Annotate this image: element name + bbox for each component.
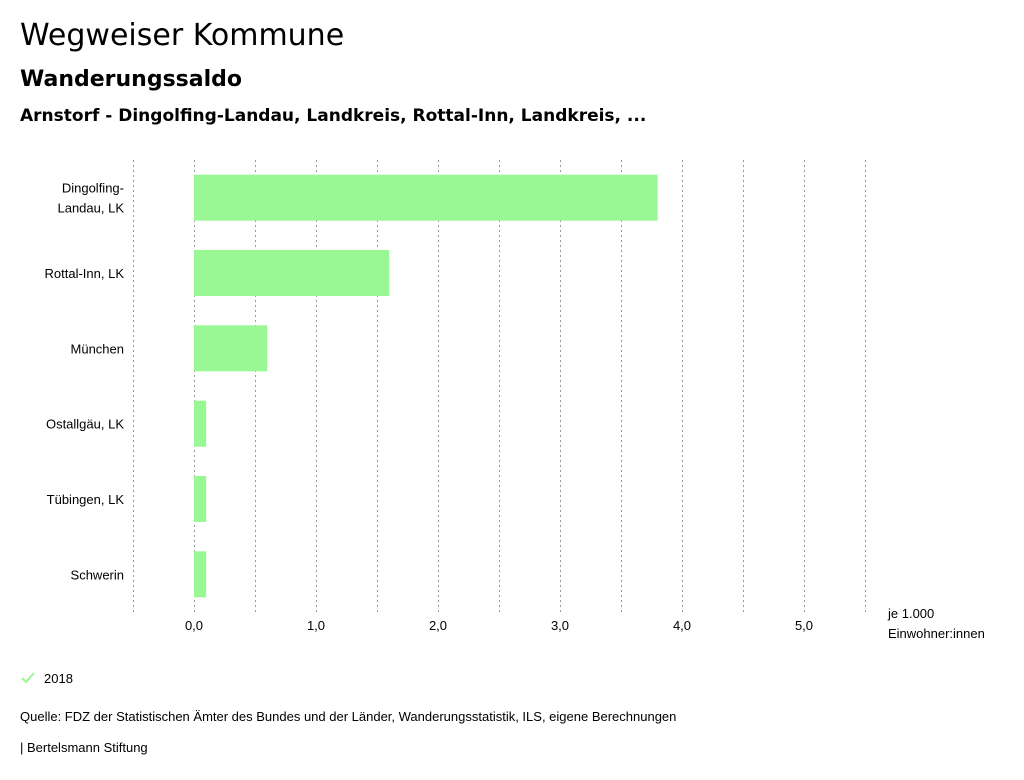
chart-subtitle: Wanderungssaldo <box>20 67 243 92</box>
legend-item-2018[interactable]: 2018 <box>20 668 73 688</box>
bar[interactable] <box>194 174 658 221</box>
footer-credit: | Bertelsmann Stiftung <box>20 740 148 755</box>
legend-label: 2018 <box>44 670 73 686</box>
category-label: Rottal-Inn, LK <box>45 266 125 281</box>
unit-label-text: je 1.000 Einwohner:innen <box>887 606 985 641</box>
x-tick-labels: 0,0 1,0 2,0 3,0 4,0 5,0 <box>185 618 813 633</box>
category-label: Tübingen, LK <box>47 492 125 507</box>
bar[interactable] <box>194 476 207 522</box>
x-tick-label: 3,0 <box>551 618 569 633</box>
grid-lines <box>133 160 866 612</box>
category-label: München <box>71 341 124 356</box>
x-tick-label: 1,0 <box>307 618 325 633</box>
region-selection: Arnstorf - Dingolfing-Landau, Landkreis,… <box>20 106 647 126</box>
x-tick-label: 0,0 <box>185 618 203 633</box>
category-labels: Dingolfing-Landau, LK Rottal-Inn, LK Münch… <box>45 181 125 583</box>
category-label: Dingolfing-Landau, LK <box>57 181 124 216</box>
bars <box>194 174 658 598</box>
bar[interactable] <box>194 325 268 372</box>
x-tick-label: 2,0 <box>429 618 447 633</box>
bar[interactable] <box>194 551 207 598</box>
checkmark-icon <box>21 672 35 684</box>
category-label: Ostallgäu, LK <box>46 417 124 432</box>
x-tick-label: 5,0 <box>795 618 813 633</box>
bar-chart: Dingolfing-Landau, LK Rottal-Inn, LK Münch… <box>45 160 985 641</box>
bar[interactable] <box>194 250 390 296</box>
category-label: Schwerin <box>71 567 124 582</box>
source-note: Quelle: FDZ der Statistischen Ämter des … <box>20 709 677 724</box>
bar[interactable] <box>194 400 207 447</box>
unit-label: je 1.000 Einwohner:innen <box>887 606 985 641</box>
x-tick-label: 4,0 <box>673 618 691 633</box>
page-title: Wegweiser Kommune <box>20 18 345 53</box>
